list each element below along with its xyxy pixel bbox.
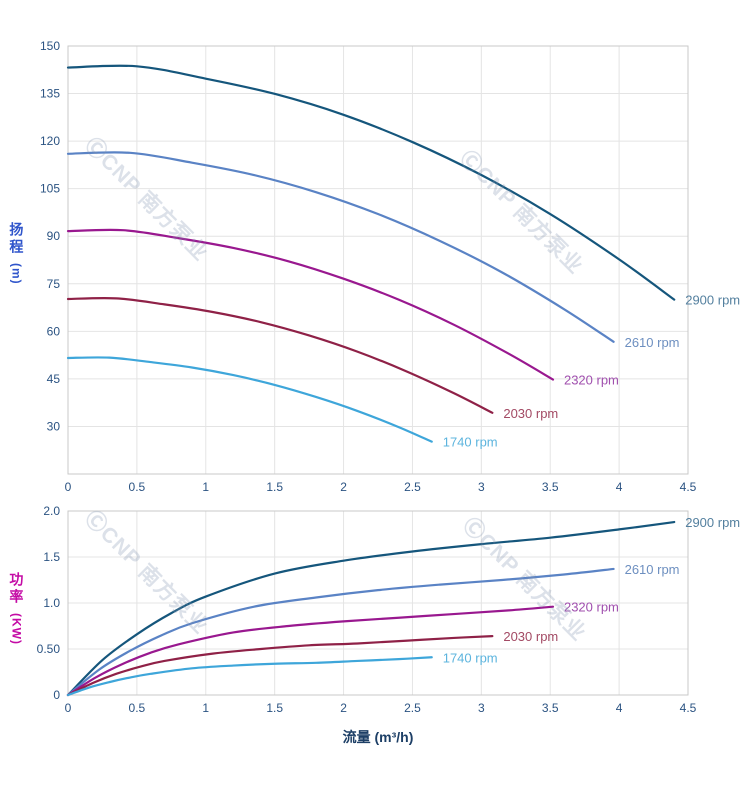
curve-2610-rpm (66, 151, 615, 343)
x-tick-label: 3 (478, 701, 485, 715)
x-tick-label: 1.5 (266, 701, 283, 715)
y-tick-label: 1.5 (43, 550, 60, 564)
x-tick-label: 2 (340, 701, 347, 715)
x-tick-label: 0.5 (129, 480, 146, 494)
x-tick-label: 4 (616, 480, 623, 494)
x-tick-label: 4 (616, 701, 623, 715)
power-axis-label: 功率 (KW) (8, 572, 25, 645)
x-tick-label: 0 (65, 701, 72, 715)
y-tick-label: 30 (47, 419, 61, 433)
series-label-2610-rpm: 2610 rpm (625, 335, 680, 350)
series-label-2320-rpm: 2320 rpm (564, 600, 619, 615)
y-tick-label: 45 (47, 372, 61, 386)
series-label-1740-rpm: 1740 rpm (443, 435, 498, 450)
curve-2610-rpm (66, 567, 615, 697)
head-axis-label: 扬程 (m) (8, 222, 25, 285)
y-tick-label: 60 (47, 324, 61, 338)
y-tick-label: 2.0 (43, 504, 60, 518)
y-tick-label: 75 (47, 277, 61, 291)
x-tick-label: 0 (65, 480, 72, 494)
power-flow-chart: 0 0.5 1 1.5 2 2.5 3 3.5 4 4.5 0 0.50 1.0 1.5 2.0 2900 r… (37, 504, 741, 715)
head-axis-unit: (m) (9, 262, 24, 285)
x-tick-label: 3.5 (542, 480, 559, 494)
plot-border (67, 45, 689, 475)
x-tick-label: 2 (340, 480, 347, 494)
curve-2900-rpm (66, 64, 676, 301)
x-tick-label: 3.5 (542, 701, 559, 715)
x-tick-label: 1 (202, 701, 209, 715)
x-tick-label: 0.5 (129, 701, 146, 715)
curve-2320-rpm (66, 228, 555, 381)
plot-border (67, 510, 689, 696)
curve-2030-rpm (66, 635, 494, 697)
x-tick-label: 4.5 (680, 701, 697, 715)
y-tick-label: 135 (40, 87, 60, 101)
head-flow-chart: 0 0.5 1 1.5 2 2.5 3 3.5 4 4.5 30 45 60 75 90 105 120 135 1… (40, 39, 740, 494)
y-tick-label: 0 (53, 688, 60, 702)
x-tick-label: 3 (478, 480, 485, 494)
curve-2320-rpm (66, 605, 555, 697)
flow-axis-label: 流量 (m³/h) (342, 729, 414, 745)
x-tick-label: 2.5 (404, 480, 421, 494)
x-tick-label: 1.5 (266, 480, 283, 494)
head-axis-label-text: 扬程 (8, 222, 25, 256)
series-label-2900-rpm: 2900 rpm (685, 515, 740, 530)
y-tick-label: 105 (40, 182, 60, 196)
y-tick-label: 90 (47, 229, 61, 243)
curve-1740-rpm (66, 356, 433, 443)
y-tick-label: 120 (40, 134, 60, 148)
y-tick-label: 0.50 (37, 642, 61, 656)
series-label-2320-rpm: 2320 rpm (564, 373, 619, 388)
power-axis-label-text: 功率 (8, 572, 25, 606)
x-tick-label: 2.5 (404, 701, 421, 715)
power-axis-unit: (KW) (9, 612, 24, 645)
curve-1740-rpm (66, 656, 433, 697)
y-tick-label: 1.0 (43, 596, 60, 610)
y-tick-label: 150 (40, 39, 60, 53)
curve-2030-rpm (66, 296, 494, 414)
series-label-2030-rpm: 2030 rpm (503, 629, 558, 644)
series-label-1740-rpm: 1740 rpm (443, 650, 498, 665)
x-tick-label: 1 (202, 480, 209, 494)
series-label-2030-rpm: 2030 rpm (503, 406, 558, 421)
series-label-2900-rpm: 2900 rpm (685, 293, 740, 308)
x-tick-label: 4.5 (680, 480, 697, 494)
series-label-2610-rpm: 2610 rpm (625, 562, 680, 577)
curve-2900-rpm (66, 520, 676, 697)
